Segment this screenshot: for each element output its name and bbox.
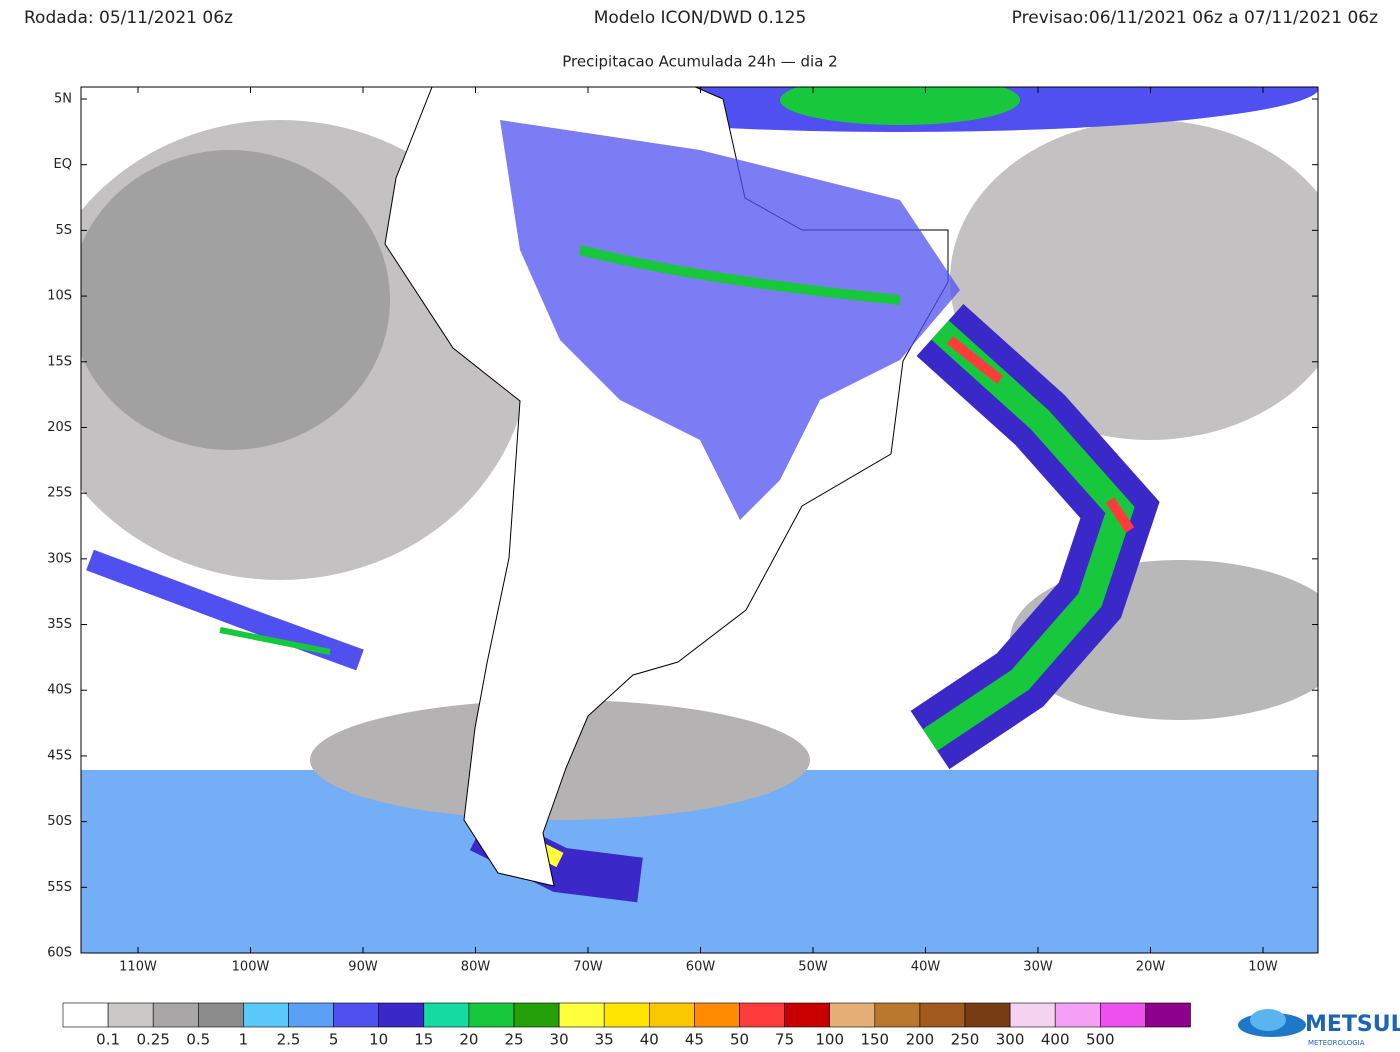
colorbar-label: 0.1: [96, 1031, 120, 1049]
lat-label: 5N: [54, 92, 72, 107]
rain-area: [500, 120, 960, 520]
colorbar-swatch: [784, 1002, 830, 1028]
colorbar-label: 10: [369, 1031, 388, 1049]
lat-label: 30S: [47, 551, 72, 566]
colorbar-swatch: [1100, 1002, 1146, 1028]
colorbar-swatch: [1145, 1002, 1191, 1028]
lon-label: 50W: [798, 960, 828, 975]
lat-label: 10S: [47, 289, 72, 304]
lon-label: 100W: [232, 960, 270, 975]
run-time: Rodada: 05/11/2021 06z: [24, 8, 233, 28]
map-axes: 5N EQ 5S 10S 15S 20S 25S 30S 35S 40S 45S 50S 55S 60S 1…: [47, 87, 1318, 975]
colorbar-label: 5: [329, 1031, 339, 1049]
colorbar-label: 300: [996, 1031, 1025, 1049]
colorbar-label: 100: [815, 1031, 844, 1049]
logo: METSUL METEOROLOGIA: [1238, 1009, 1400, 1047]
colorbar-swatch: [919, 1002, 966, 1028]
lat-label: 45S: [47, 748, 72, 763]
colorbar-label: 150: [860, 1031, 889, 1049]
colorbar-swatch: [468, 1002, 515, 1028]
colorbar-swatch: [198, 1002, 244, 1028]
rain-core: [946, 336, 1135, 533]
rain-area: [81, 150, 390, 450]
rain-band: [86, 549, 364, 671]
colorbar-swatch: [558, 1002, 605, 1028]
rain-area: [950, 120, 1318, 440]
colorbar-label: 400: [1041, 1031, 1070, 1049]
lon-label: 110W: [119, 960, 157, 975]
lat-label: 55S: [47, 880, 72, 895]
lon-label: 20W: [1136, 960, 1166, 975]
colorbar-swatch: [513, 1002, 560, 1028]
lat-label: 5S: [55, 223, 72, 238]
colorbar-label: 25: [504, 1031, 523, 1049]
colorbar-swatch: [874, 1002, 921, 1028]
logo-tagline: METEOROLOGIA: [1308, 1039, 1365, 1047]
colorbar-label: 2.5: [277, 1031, 301, 1049]
colorbar-swatch: [1009, 1002, 1056, 1028]
lat-label: 15S: [47, 354, 72, 369]
map-subtitle: Precipitacao Acumulada 24h — dia 2: [562, 53, 837, 71]
colorbar: 0.1 0.25 0.5 1 2.5 5 10 15 20 25 30 35 40 45 50 75 100 15…: [62, 1002, 1191, 1049]
colorbar-swatch: [739, 1002, 785, 1028]
colorbar-swatch: [1054, 1002, 1101, 1028]
colorbar-swatch: [648, 1002, 695, 1028]
lat-label: 50S: [47, 814, 72, 829]
colorbar-label: 20: [459, 1031, 478, 1049]
colorbar-swatch: [603, 1002, 650, 1028]
logo-globe: [1250, 1009, 1286, 1031]
lat-label: 25S: [47, 486, 72, 501]
lat-label: 60S: [47, 946, 72, 961]
rain-area: [780, 87, 1020, 125]
rain-band: [219, 627, 331, 655]
colorbar-label: 40: [640, 1031, 659, 1049]
model-name: Modelo ICON/DWD 0.125: [594, 8, 807, 28]
forecast-period: Previsao:06/11/2021 06z a 07/11/2021 06z: [1012, 8, 1378, 28]
colorbar-swatch: [694, 1002, 740, 1028]
lat-label: EQ: [54, 157, 72, 172]
lon-label: 40W: [911, 960, 941, 975]
colorbar-swatch: [378, 1002, 425, 1028]
colorbar-swatch: [829, 1002, 876, 1028]
colorbar-label: 0.25: [136, 1031, 169, 1049]
colorbar-label: 35: [595, 1031, 614, 1049]
colorbar-label: 250: [951, 1031, 980, 1049]
map-frame: [80, 86, 1319, 954]
logo-name: METSUL: [1305, 1012, 1400, 1037]
colorbar-swatch: [107, 1002, 154, 1028]
lat-label: 35S: [47, 617, 72, 632]
colorbar-label: 1: [239, 1031, 249, 1049]
lon-label: 30W: [1023, 960, 1053, 975]
colorbar-label: 15: [414, 1031, 433, 1049]
lon-label: 60W: [686, 960, 716, 975]
colorbar-label: 200: [906, 1031, 935, 1049]
lon-label: 70W: [573, 960, 603, 975]
colorbar-swatch: [288, 1002, 334, 1028]
lat-label: 40S: [47, 683, 72, 698]
colorbar-swatch: [964, 1002, 1011, 1028]
colorbar-label: 30: [550, 1031, 569, 1049]
rain-band: [922, 320, 1135, 751]
lon-label: 80W: [461, 960, 491, 975]
colorbar-label: 0.5: [186, 1031, 210, 1049]
colorbar-swatch: [333, 1002, 380, 1028]
colorbar-swatch: [152, 1002, 199, 1028]
colorbar-swatch: [62, 1002, 109, 1028]
lon-label: 10W: [1248, 960, 1278, 975]
colorbar-swatch: [423, 1002, 470, 1028]
lat-label: 20S: [47, 420, 72, 435]
rain-band: [578, 245, 901, 305]
lon-label: 90W: [348, 960, 378, 975]
colorbar-swatch: [243, 1002, 289, 1028]
colorbar-label: 50: [730, 1031, 749, 1049]
colorbar-label: 75: [775, 1031, 794, 1049]
colorbar-label: 45: [685, 1031, 704, 1049]
colorbar-label: 500: [1086, 1031, 1115, 1049]
